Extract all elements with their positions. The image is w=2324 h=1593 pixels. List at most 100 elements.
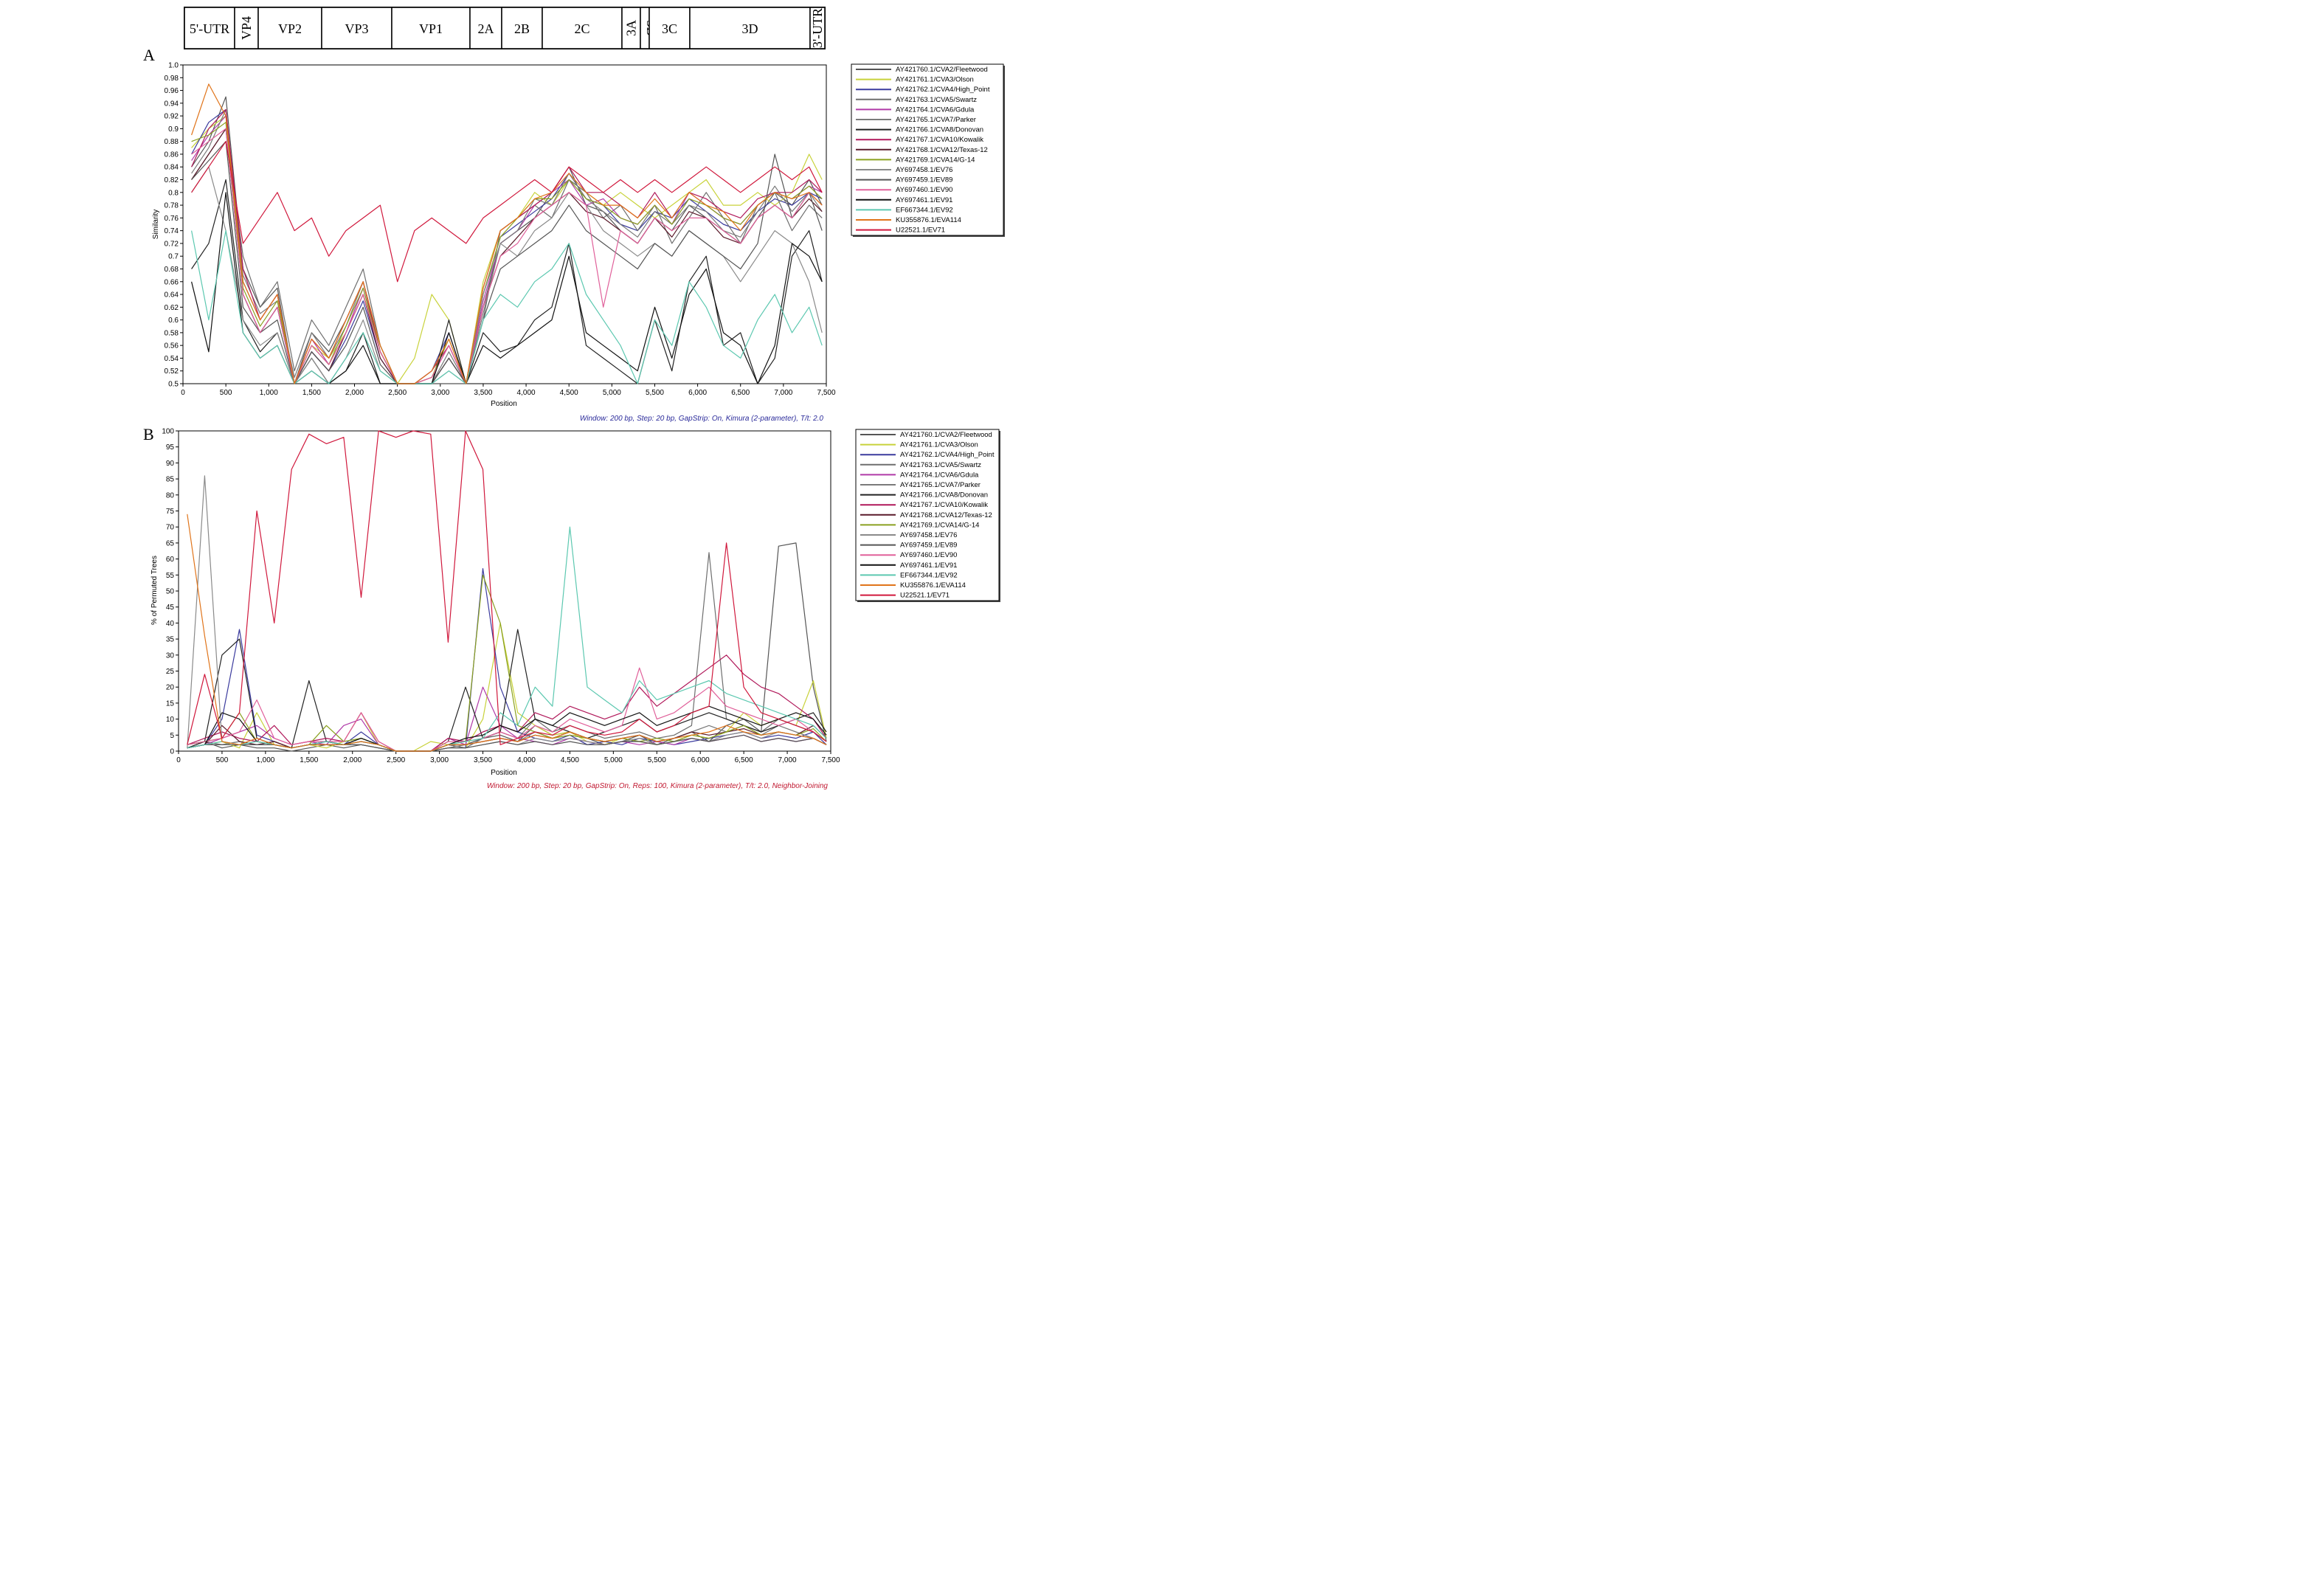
series-line bbox=[187, 430, 827, 745]
series-line bbox=[191, 230, 823, 384]
series-line bbox=[187, 629, 827, 752]
genome-segment bbox=[501, 7, 543, 49]
y-tick-label: 60 bbox=[166, 556, 175, 564]
y-tick-label: 0.54 bbox=[165, 355, 179, 363]
y-tick-label: 75 bbox=[166, 508, 175, 516]
y-tick-label: 10 bbox=[166, 716, 175, 724]
series-lines-b bbox=[187, 430, 827, 752]
legend-label: AY421769.1/CVA14/G-14 bbox=[900, 521, 979, 529]
legend-label: U22521.1/EV71 bbox=[900, 592, 950, 600]
x-tick-label: 3,000 bbox=[431, 389, 449, 397]
legend-label: KU355876.1/EVA114 bbox=[896, 216, 961, 224]
x-tick-label: 5,000 bbox=[604, 756, 623, 764]
genome-segment-label: VP1 bbox=[419, 21, 443, 36]
y-tick-label: 0.74 bbox=[165, 227, 179, 235]
legend-label: AY421766.1/CVA8/Donovan bbox=[896, 126, 983, 134]
series-line bbox=[191, 108, 823, 384]
y-tick-label: 0.9 bbox=[168, 125, 179, 134]
y-tick-label: 50 bbox=[166, 588, 175, 596]
legend-label: AY421768.1/CVA12/Texas-12 bbox=[900, 511, 992, 519]
y-tick-label: 0.84 bbox=[165, 164, 179, 172]
y-tick-label: 0.88 bbox=[165, 138, 179, 146]
legend-label: AY421760.1/CVA2/Fleetwood bbox=[896, 66, 988, 74]
y-tick-label: 35 bbox=[166, 636, 175, 644]
legend-label: AY421764.1/CVA6/Gdula bbox=[896, 106, 975, 114]
legend-label: AY421767.1/CVA10/Kowalik bbox=[900, 501, 988, 509]
genome-segment-label: VP4 bbox=[239, 16, 254, 40]
legend-label: EF667344.1/EV92 bbox=[896, 206, 953, 214]
genome-segment-label: 5'-UTR bbox=[190, 21, 229, 36]
x-tick-label: 1,500 bbox=[302, 389, 321, 397]
panel-b-letter: B bbox=[143, 425, 154, 443]
legend-a: AY421760.1/CVA2/Fleetwood AY421761.1/CVA3… bbox=[851, 63, 1005, 237]
x-axis-title-a: Position bbox=[491, 400, 517, 408]
x-tick-label: 3,500 bbox=[474, 389, 492, 397]
genome-segment-label: VP3 bbox=[345, 21, 368, 36]
y-tick-label: 0.72 bbox=[165, 240, 179, 248]
y-tick-label: 0.68 bbox=[165, 266, 179, 274]
y-tick-label: 70 bbox=[166, 524, 175, 532]
x-tick-label: 7,500 bbox=[817, 389, 835, 397]
legend-label: AY697460.1/EV90 bbox=[896, 186, 952, 194]
x-tick-label: 6,000 bbox=[688, 389, 707, 397]
y-tick-label: 0.94 bbox=[165, 100, 179, 108]
x-tick-label: 1,000 bbox=[260, 389, 278, 397]
legend-label: AY421761.1/CVA3/Olson bbox=[900, 441, 978, 449]
legend-label: AY421760.1/CVA2/Fleetwood bbox=[900, 431, 992, 439]
y-tick-label: 90 bbox=[166, 460, 175, 468]
y-tick-label: 55 bbox=[166, 572, 175, 580]
footer-b: Window: 200 bp, Step: 20 bp, GapStrip: O… bbox=[487, 782, 829, 790]
series-line bbox=[191, 83, 823, 384]
genome-segment bbox=[321, 7, 392, 49]
y-tick-label: 0.92 bbox=[165, 113, 179, 121]
genome-segment-label: 2A bbox=[478, 21, 494, 36]
y-tick-label: 0.78 bbox=[165, 202, 179, 210]
y-tick-label: 25 bbox=[166, 668, 175, 676]
similarity-plot-panel: A 0 500 1,000 1,500 2,000 2,500 3,000 3,500 4,00… bbox=[143, 46, 1005, 423]
legend-label: AY697461.1/EV91 bbox=[896, 196, 952, 204]
y-tick-label: 5 bbox=[170, 732, 174, 740]
x-tick-label: 2,500 bbox=[388, 389, 407, 397]
y-tick-label: 0.76 bbox=[165, 215, 179, 223]
legend-label: AY421769.1/CVA14/G-14 bbox=[896, 156, 975, 164]
genome-segment-label: VP2 bbox=[278, 21, 302, 36]
y-tick-label: 95 bbox=[166, 443, 175, 452]
legend-label: AY697460.1/EV90 bbox=[900, 551, 957, 559]
x-tick-label: 6,500 bbox=[731, 389, 750, 397]
y-tick-label: 45 bbox=[166, 604, 175, 612]
bootscan-plot-panel: B 0 500 1,000 1,500 2,000 2,500 3,000 3,500 4,00… bbox=[143, 425, 1000, 790]
genome-segment bbox=[184, 7, 235, 49]
x-tick-label: 7,500 bbox=[821, 756, 840, 764]
y-tick-label: 0.98 bbox=[165, 75, 179, 83]
legend-label: AY421766.1/CVA8/Donovan bbox=[900, 491, 988, 500]
y-tick-label: 15 bbox=[166, 699, 175, 708]
legend-label: AY421765.1/CVA7/Parker bbox=[896, 116, 976, 124]
x-tick-label: 5,000 bbox=[603, 389, 621, 397]
legend-b: AY421760.1/CVA2/Fleetwood AY421761.1/CVA3… bbox=[855, 429, 1000, 602]
x-tick-label: 2,000 bbox=[345, 389, 364, 397]
genome-segment bbox=[621, 7, 641, 49]
x-tick-label: 4,500 bbox=[560, 389, 578, 397]
legend-label: EF667344.1/EV92 bbox=[900, 571, 958, 579]
legend-label: AY697458.1/EV76 bbox=[900, 531, 957, 539]
y-tick-label: 1.0 bbox=[168, 62, 179, 70]
genome-segment-label: 3'-UTR bbox=[810, 8, 825, 48]
x-tick-label: 2,000 bbox=[343, 756, 362, 764]
legend-label: AY421761.1/CVA3/Olson bbox=[896, 76, 974, 84]
legend-label: U22521.1/EV71 bbox=[896, 227, 945, 235]
y-tick-label: 0.86 bbox=[165, 151, 179, 159]
series-line bbox=[187, 542, 827, 752]
legend-label: AY421767.1/CVA10/Kowalik bbox=[896, 136, 983, 144]
x-tick-label: 7,000 bbox=[778, 756, 797, 764]
x-tick-label: 5,500 bbox=[646, 389, 664, 397]
legend-label: AY421762.1/CVA4/High_Point bbox=[900, 451, 995, 459]
y-tick-label: 85 bbox=[166, 476, 175, 484]
x-tick-label: 6,000 bbox=[691, 756, 710, 764]
genome-segment-label: 2C bbox=[574, 21, 589, 36]
series-line bbox=[187, 667, 827, 752]
y-tick-label: 0.64 bbox=[165, 291, 179, 300]
legend-label: AY697459.1/EV89 bbox=[896, 176, 952, 184]
x-tick-label: 5,500 bbox=[648, 756, 666, 764]
y-tick-label: 0.56 bbox=[165, 342, 179, 350]
y-tick-label: 30 bbox=[166, 652, 175, 660]
